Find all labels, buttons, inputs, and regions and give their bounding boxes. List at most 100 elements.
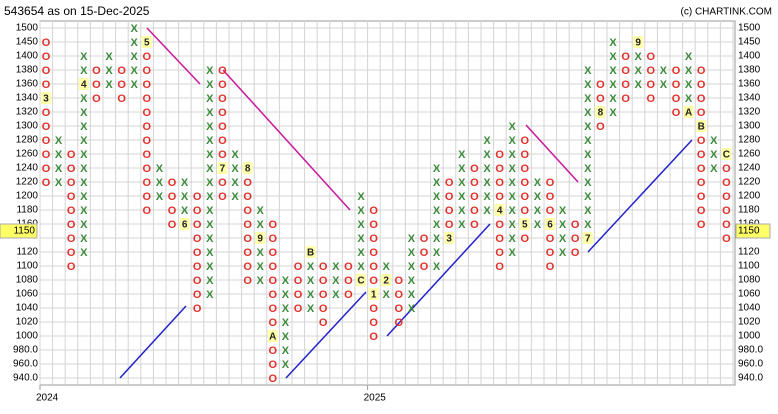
y-tick-label-right: 1280	[738, 135, 761, 146]
support-line	[119, 305, 187, 379]
x-box: X	[458, 149, 466, 161]
o-box: O	[344, 275, 353, 287]
y-tick-label-right: 1040	[738, 303, 761, 314]
month-marker: 7	[585, 234, 591, 245]
support-line	[587, 139, 693, 253]
month-marker: 5	[144, 38, 150, 49]
o-box: O	[243, 177, 252, 189]
month-marker-bg	[595, 106, 606, 118]
x-box: X	[660, 79, 668, 91]
month-marker: 3	[446, 234, 452, 245]
month-marker-bg	[633, 36, 644, 48]
x-box: X	[257, 275, 265, 287]
month-marker: 4	[497, 206, 503, 217]
x-box: X	[131, 51, 139, 63]
x-box: X	[534, 177, 542, 189]
x-box: X	[206, 247, 214, 259]
o-box: O	[697, 135, 706, 147]
o-box: O	[672, 93, 681, 105]
x-box: X	[584, 149, 592, 161]
x-box: X	[282, 289, 290, 301]
o-box: O	[269, 303, 278, 315]
o-box: O	[470, 177, 479, 189]
x-box: X	[181, 191, 189, 203]
o-box: O	[495, 219, 504, 231]
x-box: X	[408, 303, 416, 315]
o-box: O	[243, 275, 252, 287]
o-box: O	[647, 79, 656, 91]
o-box: O	[369, 247, 378, 259]
o-box: O	[369, 205, 378, 217]
o-box: O	[218, 121, 227, 133]
year-label: 2024	[36, 393, 59, 404]
x-box: X	[80, 247, 88, 259]
month-marker: 8	[598, 108, 604, 119]
y-tick-label-right: 1340	[738, 93, 761, 104]
x-box: X	[206, 177, 214, 189]
o-box: O	[67, 247, 76, 259]
o-box: O	[243, 247, 252, 259]
o-box: O	[369, 303, 378, 315]
x-box: X	[584, 205, 592, 217]
x-box: X	[80, 219, 88, 231]
x-box: X	[509, 247, 517, 259]
o-box: O	[369, 219, 378, 231]
boxes: OOOO3OOOOOOXXXXOOOOOOOOOXX4XXXXXXXXXXXXO…	[41, 23, 732, 385]
x-box: X	[80, 233, 88, 245]
o-box: O	[143, 135, 152, 147]
o-box: O	[269, 219, 278, 231]
o-box: O	[269, 345, 278, 357]
o-box: O	[546, 247, 555, 259]
x-box: X	[458, 177, 466, 189]
x-box: X	[206, 79, 214, 91]
o-box: O	[596, 121, 605, 133]
month-marker: C	[723, 150, 730, 161]
y-tick-label: 1200	[16, 191, 39, 202]
o-box: O	[319, 303, 328, 315]
x-box: X	[433, 233, 441, 245]
x-box: X	[357, 219, 365, 231]
x-box: X	[609, 93, 617, 105]
o-box: O	[722, 163, 731, 175]
month-marker: 6	[547, 220, 553, 231]
last-price-bg	[0, 223, 38, 239]
x-box: X	[433, 205, 441, 217]
y-tick-label: 1040	[16, 303, 39, 314]
o-box: O	[495, 247, 504, 259]
o-box: O	[521, 149, 530, 161]
o-box: O	[319, 317, 328, 329]
y-tick-label: 1340	[16, 93, 39, 104]
y-tick-label: 1240	[16, 163, 39, 174]
x-box: X	[332, 289, 340, 301]
o-box: O	[168, 177, 177, 189]
x-box: X	[584, 163, 592, 175]
o-box: O	[168, 205, 177, 217]
x-box: X	[584, 107, 592, 119]
o-box: O	[143, 149, 152, 161]
x-box: X	[80, 163, 88, 175]
o-box: O	[470, 191, 479, 203]
x-box: X	[282, 359, 290, 371]
o-box: O	[143, 107, 152, 119]
x-box: X	[206, 65, 214, 77]
x-box: X	[105, 65, 113, 77]
x-box: X	[156, 191, 164, 203]
x-box: X	[80, 107, 88, 119]
o-box: O	[521, 205, 530, 217]
o-box: O	[470, 219, 479, 231]
x-box: X	[282, 275, 290, 287]
o-box: O	[445, 205, 454, 217]
x-box: X	[55, 163, 63, 175]
x-box: X	[357, 247, 365, 259]
x-box: X	[206, 163, 214, 175]
o-box: O	[395, 303, 404, 315]
o-box: O	[521, 177, 530, 189]
x-box: X	[559, 233, 567, 245]
o-box: O	[420, 247, 429, 259]
o-box: O	[67, 191, 76, 203]
month-marker-bg	[582, 232, 593, 244]
x-box: X	[80, 93, 88, 105]
o-box: O	[67, 261, 76, 273]
o-box: O	[218, 177, 227, 189]
y-tick-label: 1060	[16, 289, 39, 300]
